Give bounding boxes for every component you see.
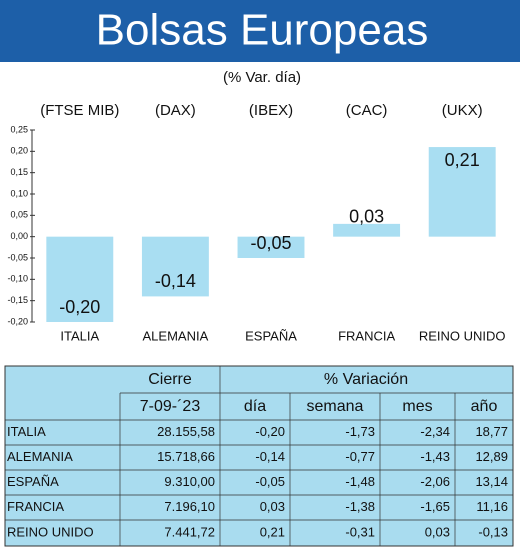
table-cell: 28.155,58 bbox=[157, 424, 215, 439]
table-cell: -1,38 bbox=[345, 499, 375, 514]
table-cell: -0,77 bbox=[345, 449, 375, 464]
table-cell: 7.196,10 bbox=[164, 499, 215, 514]
bar bbox=[333, 223, 401, 237]
table-subheader: año bbox=[471, 398, 498, 415]
x-tick-label: ALEMANIA bbox=[143, 328, 209, 343]
table-cell: -0,31 bbox=[345, 524, 375, 539]
table-bg bbox=[4, 365, 514, 547]
table-cell: -2,34 bbox=[420, 424, 450, 439]
table-cell: 9.310,00 bbox=[164, 474, 215, 489]
table-cell: 13,14 bbox=[475, 474, 508, 489]
x-tick-label: ITALIA bbox=[60, 328, 99, 343]
value-label: -0,05 bbox=[250, 233, 291, 253]
table-cell: -0,05 bbox=[255, 474, 285, 489]
index-label: (DAX) bbox=[155, 102, 196, 119]
y-tick-label: 0,15 bbox=[10, 167, 28, 177]
table-header: Cierre bbox=[148, 371, 192, 388]
table-cell: 15.718,66 bbox=[157, 449, 215, 464]
table-cell: 11,16 bbox=[476, 499, 508, 514]
y-tick-label: 0,10 bbox=[10, 188, 28, 198]
table-cell: 18,77 bbox=[475, 424, 508, 439]
value-label: 0,21 bbox=[445, 150, 480, 170]
x-tick-label: FRANCIA bbox=[338, 328, 395, 343]
table-cell: -0,14 bbox=[255, 449, 285, 464]
title-banner bbox=[0, 0, 520, 62]
value-label: -0,14 bbox=[155, 271, 196, 291]
y-tick-label: 0,25 bbox=[10, 124, 28, 134]
bar bbox=[428, 147, 496, 237]
index-label: (UKX) bbox=[442, 102, 483, 119]
table-cell: -1,65 bbox=[420, 499, 450, 514]
row-label: ALEMANIA bbox=[7, 449, 73, 464]
bar bbox=[46, 236, 114, 322]
value-label: -0,20 bbox=[59, 297, 100, 317]
table-cell: -1,48 bbox=[345, 474, 375, 489]
y-tick-label: -0,10 bbox=[7, 274, 28, 284]
y-tick-label: -0,20 bbox=[7, 316, 28, 326]
table-cell: 12,89 bbox=[475, 449, 508, 464]
value-label: 0,03 bbox=[349, 207, 384, 227]
table-cell: -0,20 bbox=[255, 424, 285, 439]
table-subheader: mes bbox=[402, 398, 432, 415]
row-label: ESPAÑA bbox=[7, 474, 59, 489]
bar bbox=[141, 236, 209, 297]
y-tick-label: -0,15 bbox=[7, 295, 28, 305]
row-label: REINO UNIDO bbox=[7, 524, 94, 539]
table-cell: -2,06 bbox=[420, 474, 450, 489]
table-cell: 0,03 bbox=[260, 499, 285, 514]
bar bbox=[237, 236, 305, 258]
table-header: % Variación bbox=[324, 371, 408, 388]
chart-subtitle: (% Var. día) bbox=[223, 69, 301, 86]
index-label: (CAC) bbox=[346, 102, 388, 119]
y-tick-label: 0,05 bbox=[10, 210, 28, 220]
table-cell: 7.441,72 bbox=[164, 524, 215, 539]
table-cell: 0,03 bbox=[425, 524, 450, 539]
table-cell: -0,13 bbox=[478, 524, 508, 539]
chart-title: Bolsas Europeas bbox=[96, 6, 429, 55]
table-subheader: 7-09-´23 bbox=[140, 398, 201, 415]
row-label: ITALIA bbox=[7, 424, 46, 439]
table-subheader: semana bbox=[307, 398, 364, 415]
y-tick-label: 0,00 bbox=[10, 231, 28, 241]
row-label: FRANCIA bbox=[7, 499, 64, 514]
table-subheader: día bbox=[244, 398, 266, 415]
index-label: (IBEX) bbox=[249, 102, 293, 119]
x-tick-label: REINO UNIDO bbox=[419, 328, 506, 343]
table-cell: -1,73 bbox=[345, 424, 375, 439]
x-tick-label: ESPAÑA bbox=[245, 328, 297, 343]
y-tick-label: 0,20 bbox=[10, 146, 28, 156]
table-cell: 0,21 bbox=[260, 524, 285, 539]
table-cell: -1,43 bbox=[420, 449, 450, 464]
y-tick-label: -0,05 bbox=[7, 252, 28, 262]
index-label: (FTSE MIB) bbox=[40, 102, 119, 119]
